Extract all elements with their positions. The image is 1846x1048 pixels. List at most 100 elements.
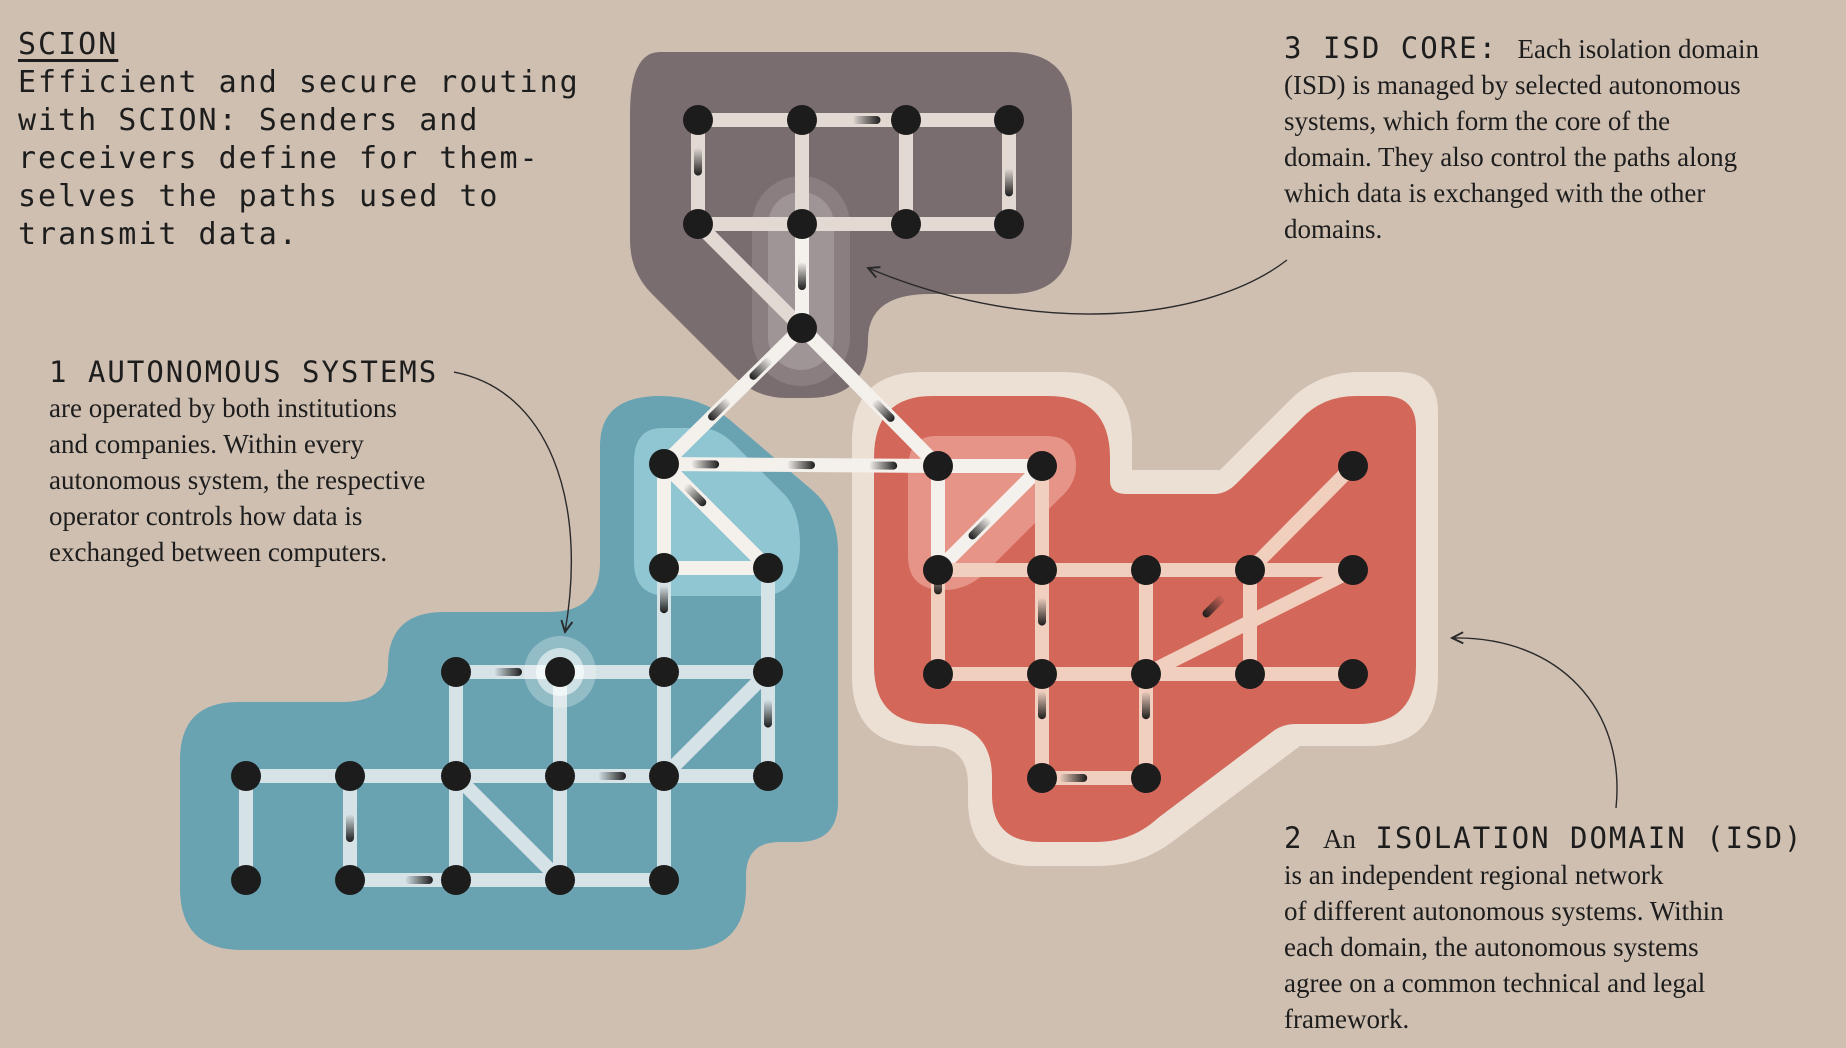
- annotation-line: agree on a common technical and legal: [1284, 968, 1706, 998]
- nodes: [231, 105, 1368, 895]
- data-packet: [404, 876, 433, 884]
- data-packet: [598, 772, 626, 780]
- autonomous-system-node: [649, 865, 679, 895]
- autonomous-system-node: [683, 105, 713, 135]
- annotation-number: 3: [1284, 31, 1304, 65]
- annotation-number: 1: [49, 355, 69, 389]
- data-packet: [869, 461, 898, 470]
- data-packet: [1202, 595, 1225, 618]
- pointer-arrow-isd-core: [868, 259, 1288, 315]
- autonomous-system-node: [753, 553, 783, 583]
- autonomous-system-node: [1338, 451, 1368, 481]
- data-packet: [968, 517, 991, 540]
- data-packet: [852, 116, 881, 124]
- annotation-line: autonomous system, the respective: [49, 465, 426, 495]
- data-packet: [1005, 168, 1013, 197]
- data-packet: [749, 357, 772, 380]
- autonomous-system-node: [753, 657, 783, 687]
- autonomous-system-node: [787, 209, 817, 239]
- autonomous-system-node: [1235, 659, 1265, 689]
- annotation-heading: AUTONOMOUS SYSTEMS: [87, 355, 439, 389]
- autonomous-system-node: [545, 761, 575, 791]
- autonomous-system-node: [923, 451, 953, 481]
- annotation-isd-core: 3 ISD CORE: Each isolation domain (ISD) …: [1284, 30, 1759, 247]
- annotation-line: is an independent regional network: [1284, 860, 1664, 890]
- autonomous-system-node: [1027, 659, 1057, 689]
- network-link: [657, 457, 775, 575]
- annotation-line: systems, which form the core of the: [1284, 106, 1671, 136]
- data-packet: [764, 699, 772, 728]
- autonomous-system-node: [441, 761, 471, 791]
- autonomous-system-node: [994, 105, 1024, 135]
- data-packet: [691, 460, 720, 469]
- autonomous-system-node: [649, 761, 679, 791]
- autonomous-system-node: [753, 761, 783, 791]
- autonomous-system-node: [923, 555, 953, 585]
- pointer-arrow-autonomous-systems: [453, 371, 571, 632]
- annotation-heading: ISOLATION DOMAIN (ISD): [1375, 821, 1804, 855]
- annotation-lead: An: [1322, 824, 1356, 854]
- network-link: [1139, 563, 1360, 681]
- autonomous-system-node: [1338, 659, 1368, 689]
- autonomous-system-node: [231, 761, 261, 791]
- title-line: receivers define for them-: [18, 141, 540, 176]
- title-line: with SCION: Senders and: [18, 103, 480, 138]
- data-packet: [346, 814, 354, 842]
- autonomous-system-node: [787, 313, 817, 343]
- annotation-number: 2: [1284, 821, 1304, 855]
- annotation-line: of different autonomous systems. Within: [1284, 896, 1724, 926]
- annotation-line: Each isolation domain: [1517, 34, 1759, 64]
- title-block: SCION Efficient and secure routing with …: [18, 26, 580, 254]
- autonomous-system-node: [1235, 555, 1265, 585]
- autonomous-system-node: [335, 865, 365, 895]
- network-link: [795, 321, 945, 473]
- data-packet: [708, 398, 731, 421]
- autonomous-system-node: [649, 449, 679, 479]
- autonomous-system-node: [1338, 555, 1368, 585]
- data-packet: [694, 147, 702, 176]
- network-link: [449, 769, 567, 887]
- autonomous-system-node: [891, 209, 921, 239]
- annotation-heading: ISD CORE:: [1322, 31, 1499, 65]
- annotation-line: domain. They also control the paths alon…: [1284, 142, 1738, 172]
- autonomous-system-node: [545, 657, 575, 687]
- links: [239, 113, 1360, 887]
- autonomous-system-node: [787, 105, 817, 135]
- data-packet: [684, 484, 707, 507]
- autonomous-system-node: [649, 657, 679, 687]
- pointers: [453, 259, 1618, 809]
- network-link: [691, 217, 809, 335]
- autonomous-system-node: [335, 761, 365, 791]
- autonomous-system-node: [545, 865, 575, 895]
- autonomous-system-node: [1131, 659, 1161, 689]
- annotation-line: (ISD) is managed by selected autonomous: [1284, 70, 1741, 100]
- annotation-line: operator controls how data is: [49, 501, 363, 531]
- annotation-line: which data is exchanged with the other: [1284, 178, 1706, 208]
- network-link: [931, 459, 1049, 577]
- annotation-line: framework.: [1284, 1004, 1410, 1034]
- title-line: transmit data.: [18, 217, 299, 252]
- annotation-line: and companies. Within every: [49, 429, 364, 459]
- annotation-line: each domain, the autonomous systems: [1284, 932, 1699, 962]
- autonomous-system-node: [994, 209, 1024, 239]
- data-packet: [1038, 597, 1046, 626]
- data-packet: [494, 668, 522, 676]
- data-packet: [787, 460, 815, 470]
- autonomous-system-node: [683, 209, 713, 239]
- data-packet: [1142, 691, 1150, 720]
- network-link: [657, 321, 809, 471]
- annotation-line: are operated by both institutions: [49, 393, 397, 423]
- title-heading: SCION: [18, 27, 119, 62]
- data-packet: [798, 262, 806, 290]
- autonomous-system-node: [441, 865, 471, 895]
- data-packet: [872, 399, 895, 422]
- packets: [346, 116, 1225, 884]
- autonomous-system-node: [891, 105, 921, 135]
- title-line: Efficient and secure routing: [18, 65, 580, 100]
- data-packet: [1059, 774, 1088, 782]
- annotation-line: exchanged between computers.: [49, 537, 388, 567]
- annotation-autonomous-systems: 1 AUTONOMOUS SYSTEMS are operated by bot…: [49, 354, 438, 570]
- annotation-line: domains.: [1284, 214, 1383, 244]
- pointer-arrow-isolation-domain: [1452, 638, 1618, 809]
